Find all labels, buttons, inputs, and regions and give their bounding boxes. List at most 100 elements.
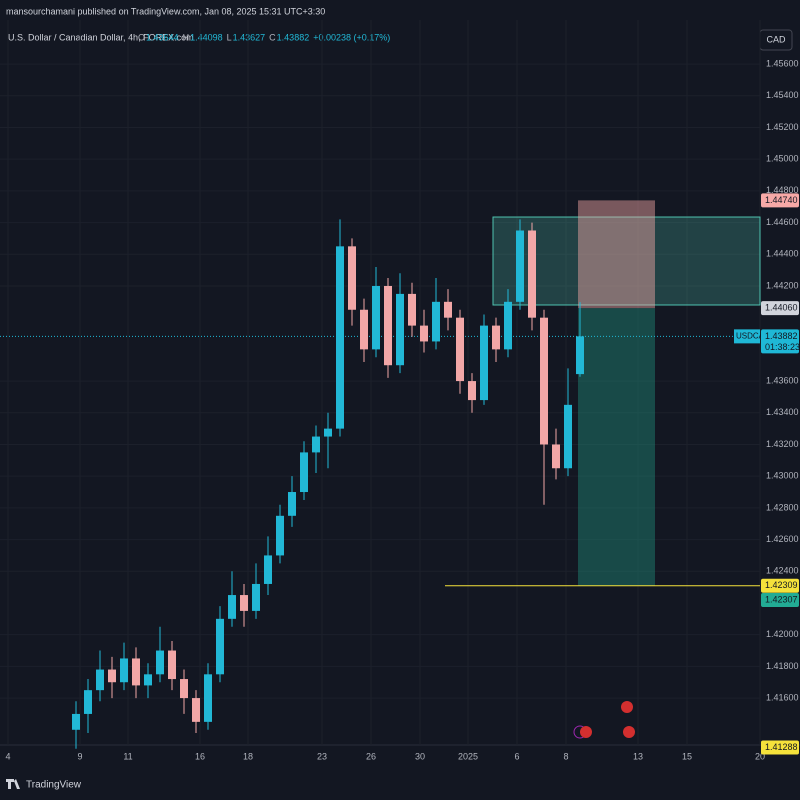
x-tick-label: 16 <box>195 751 205 761</box>
ohlc-label: L <box>227 32 232 42</box>
ohlc-value: 1.44098 <box>190 32 223 42</box>
y-tick-label: 1.42800 <box>766 502 799 512</box>
logo <box>6 779 20 789</box>
y-tick-label: 1.45000 <box>766 154 799 164</box>
x-tick-label: 4 <box>5 751 10 761</box>
x-tick-label: 15 <box>682 751 692 761</box>
candle-body <box>204 674 212 722</box>
candle-body <box>120 658 128 683</box>
x-tick-label: 6 <box>514 751 519 761</box>
y-tick-label: 1.43600 <box>766 375 799 385</box>
zone <box>492 216 761 306</box>
stop-zone <box>578 200 655 309</box>
y-tick-label: 1.41600 <box>766 692 799 702</box>
candle-body <box>444 301 452 318</box>
ohlc-label: H <box>183 32 190 42</box>
hline-tag-label: 1.42309 <box>765 580 798 590</box>
ohlc-label: C <box>269 32 276 42</box>
low-tag-label: 1.41288 <box>765 742 798 752</box>
x-tick-label: 20 <box>755 751 765 761</box>
ohlc-value: 1.43644 <box>146 32 179 42</box>
brand: TradingView <box>26 780 82 791</box>
y-tick-label: 1.42000 <box>766 629 799 639</box>
candle-body <box>108 669 116 683</box>
y-tick-label: 1.45200 <box>766 122 799 132</box>
y-tick-label: 1.44200 <box>766 280 799 290</box>
candle-body <box>96 669 104 691</box>
ohlc-label: O <box>138 32 145 42</box>
candle-body <box>432 301 440 342</box>
x-tick-label: 23 <box>317 751 327 761</box>
y-tick-label: 1.43200 <box>766 439 799 449</box>
target-zone <box>578 308 655 587</box>
x-tick-label: 13 <box>633 751 643 761</box>
candle-body <box>192 698 200 722</box>
entry-tag <box>761 301 799 316</box>
candle-body <box>324 428 332 437</box>
candle-body <box>420 325 428 342</box>
x-tick-label: 30 <box>415 751 425 761</box>
target-tag <box>761 593 799 608</box>
candle-body <box>480 325 488 401</box>
candle-body <box>72 713 80 730</box>
entry-tag-label: 1.44060 <box>765 303 798 313</box>
y-tick-label: 1.43400 <box>766 407 799 417</box>
candle-body <box>336 246 344 429</box>
candle-body <box>408 293 416 326</box>
candle-body <box>312 436 320 453</box>
candle-body <box>132 658 140 686</box>
candle-body <box>180 679 188 699</box>
y-tick-label: 1.44400 <box>766 249 799 259</box>
candle-body <box>372 285 380 350</box>
candle-body <box>84 690 92 714</box>
y-tick-label: 1.42400 <box>766 566 799 576</box>
x-tick-label: 2025 <box>458 751 478 761</box>
candle-body <box>576 336 584 375</box>
symbol-tag <box>734 329 760 344</box>
candle-body <box>516 230 524 302</box>
last-price-label: 1.43882 <box>765 331 798 341</box>
symbol: U.S. Dollar / Canadian Dollar, 4h, FOREX… <box>8 32 194 42</box>
candle-body <box>564 404 572 469</box>
candle-body <box>300 452 308 493</box>
x-tick-label: 9 <box>77 751 82 761</box>
candle-body <box>396 293 404 366</box>
last-price-tag <box>761 329 799 354</box>
events <box>573 701 635 739</box>
x-tick-label: 18 <box>243 751 253 761</box>
candle-body <box>240 595 248 611</box>
candle-body <box>468 381 476 401</box>
countdown: 01:38:23 <box>765 342 800 352</box>
hline-tag <box>761 578 799 593</box>
low-tag <box>761 740 799 755</box>
y-tick-label: 1.42600 <box>766 534 799 544</box>
y-tick-label: 1.44600 <box>766 217 799 227</box>
candle-body <box>384 285 392 366</box>
candle-body <box>504 301 512 350</box>
y-tick-label: 1.41800 <box>766 661 799 671</box>
stop-tag <box>761 193 799 208</box>
candle-body <box>528 230 536 318</box>
y-tick-label: 1.43000 <box>766 471 799 481</box>
x-tick-label: 11 <box>123 751 132 761</box>
change: +0.00238 (+0.17%) <box>313 32 390 42</box>
y-tick-label: 1.45400 <box>766 90 799 100</box>
symbol-tag-label: USDCAD <box>736 331 770 340</box>
y-tick-label: 1.45600 <box>766 58 799 68</box>
publisher: mansourchamani published on TradingView.… <box>6 6 325 16</box>
currency[interactable]: CAD <box>766 34 786 44</box>
candle-body <box>252 583 260 611</box>
candle-body <box>348 246 356 310</box>
candle-body <box>264 555 272 584</box>
y-tick-label: 1.44800 <box>766 185 799 195</box>
ohlc-value: 1.43882 <box>277 32 310 42</box>
candle-body <box>144 674 152 686</box>
candle-body <box>228 595 236 619</box>
target-tag-label: 1.42307 <box>765 594 798 604</box>
candle-body <box>216 618 224 675</box>
candle-body <box>552 444 560 469</box>
ohlc-value: 1.43627 <box>233 32 266 42</box>
candle-body <box>456 317 464 382</box>
x-tick-label: 26 <box>366 751 376 761</box>
